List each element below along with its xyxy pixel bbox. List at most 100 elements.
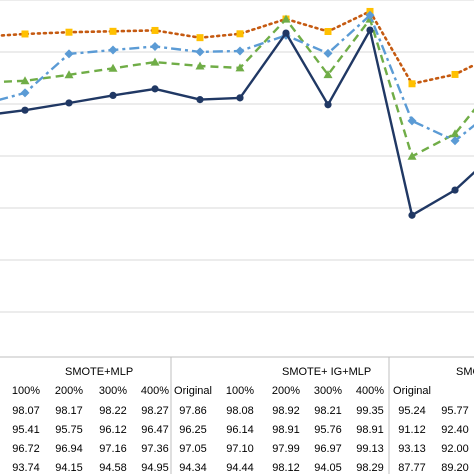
data-point bbox=[108, 45, 118, 55]
data-point bbox=[450, 136, 460, 146]
data-point bbox=[451, 186, 459, 194]
table-header-cell: 200% bbox=[55, 385, 83, 397]
table-header-cell: 100% bbox=[12, 385, 40, 397]
data-point bbox=[64, 49, 74, 59]
chart-series bbox=[0, 7, 474, 219]
table-cell: 96.14 bbox=[226, 424, 254, 436]
table-header-cell: 100% bbox=[226, 385, 254, 397]
table-cell: 96.72 bbox=[12, 443, 40, 455]
table-cell: 95.77 bbox=[441, 405, 469, 417]
table-cell: 96.12 bbox=[99, 424, 127, 436]
table-cell: 93.13 bbox=[398, 443, 426, 455]
table-cell: 91.12 bbox=[398, 424, 426, 436]
table-cell: 94.34 bbox=[179, 462, 207, 474]
data-table: SMOTE+MLP SMOTE+ IG+MLP SMOTE 100% 200% 300% 4… bbox=[0, 356, 474, 474]
data-point bbox=[109, 27, 117, 35]
data-point bbox=[324, 28, 332, 36]
table-cell: 98.92 bbox=[272, 405, 300, 417]
data-point bbox=[365, 10, 375, 20]
table-cell: 97.36 bbox=[141, 443, 169, 455]
series-line-0 bbox=[0, 10, 474, 86]
table-cell: 94.58 bbox=[99, 462, 127, 474]
data-point bbox=[408, 211, 416, 219]
table-cell: 98.07 bbox=[12, 405, 40, 417]
table-cell: 97.10 bbox=[226, 443, 254, 455]
data-point bbox=[150, 57, 160, 66]
data-point bbox=[196, 96, 204, 104]
table-cell: 96.25 bbox=[179, 424, 207, 436]
table-cell: 92.40 bbox=[441, 424, 469, 436]
table-cell: 94.15 bbox=[55, 462, 83, 474]
data-point bbox=[407, 151, 417, 160]
table-cell: 98.21 bbox=[314, 405, 342, 417]
data-point bbox=[324, 101, 332, 109]
data-point bbox=[195, 47, 205, 57]
data-point bbox=[21, 30, 29, 38]
table-cell: 97.16 bbox=[99, 443, 127, 455]
table-header-cell: 400% bbox=[141, 385, 169, 397]
data-point bbox=[235, 46, 245, 56]
table-cell: 98.91 bbox=[272, 424, 300, 436]
table-cell: 98.91 bbox=[356, 424, 384, 436]
data-point bbox=[196, 34, 204, 42]
data-point bbox=[235, 63, 245, 72]
data-point bbox=[65, 28, 73, 36]
table-cell: 96.97 bbox=[314, 443, 342, 455]
table-cell: 98.12 bbox=[272, 462, 300, 474]
table-cell: 98.27 bbox=[141, 405, 169, 417]
data-point bbox=[109, 91, 117, 99]
table-cell: 89.20 bbox=[441, 462, 469, 474]
series-line-1 bbox=[0, 18, 474, 158]
table-cell: 96.47 bbox=[141, 424, 169, 436]
table-cell: 99.35 bbox=[356, 405, 384, 417]
data-point bbox=[151, 85, 159, 93]
table-cell: 98.17 bbox=[55, 405, 83, 417]
table-group-label: SMOTE+ IG+MLP bbox=[282, 366, 371, 378]
table-cell: 95.41 bbox=[12, 424, 40, 436]
table-header-cell: Original bbox=[393, 385, 431, 397]
table-cell: 98.22 bbox=[99, 405, 127, 417]
data-point bbox=[64, 70, 74, 79]
data-point bbox=[323, 70, 333, 79]
table-cell: 92.00 bbox=[441, 443, 469, 455]
chart-gridlines bbox=[0, 0, 474, 313]
table-cell: 99.13 bbox=[356, 443, 384, 455]
data-point bbox=[108, 63, 118, 72]
table-cell: 95.76 bbox=[314, 424, 342, 436]
data-point bbox=[408, 80, 416, 88]
data-point bbox=[195, 61, 205, 70]
data-point bbox=[450, 129, 460, 138]
data-point bbox=[20, 88, 30, 98]
data-point bbox=[407, 116, 417, 126]
data-point bbox=[236, 30, 244, 38]
table-cell: 98.08 bbox=[226, 405, 254, 417]
data-point bbox=[451, 70, 459, 78]
table-cell: 97.05 bbox=[179, 443, 207, 455]
table-cell: 94.95 bbox=[141, 462, 169, 474]
data-point bbox=[281, 14, 291, 23]
table-cell: 94.44 bbox=[226, 462, 254, 474]
table-cell: 97.99 bbox=[272, 443, 300, 455]
table-cell: 98.29 bbox=[356, 462, 384, 474]
table-cell: 95.24 bbox=[398, 405, 426, 417]
table-header-cell: 400% bbox=[356, 385, 384, 397]
data-point bbox=[21, 106, 29, 114]
data-point bbox=[150, 41, 160, 51]
data-point bbox=[323, 48, 333, 58]
table-group-label: SMOTE bbox=[456, 366, 474, 378]
data-point bbox=[236, 94, 244, 102]
data-point bbox=[366, 26, 374, 34]
table-cell: 97.86 bbox=[179, 405, 207, 417]
table-cell: 93.74 bbox=[12, 462, 40, 474]
table-header-cell: 200% bbox=[272, 385, 300, 397]
data-point bbox=[20, 76, 30, 85]
table-cell: 94.05 bbox=[314, 462, 342, 474]
table-header-cell: 300% bbox=[99, 385, 127, 397]
table-group-label: SMOTE+MLP bbox=[65, 366, 133, 378]
table-cell: 87.77 bbox=[398, 462, 426, 474]
table-header-cell: Original bbox=[174, 385, 212, 397]
table-cell: 95.75 bbox=[55, 424, 83, 436]
data-point bbox=[65, 99, 73, 107]
table-header-cell: 300% bbox=[314, 385, 342, 397]
